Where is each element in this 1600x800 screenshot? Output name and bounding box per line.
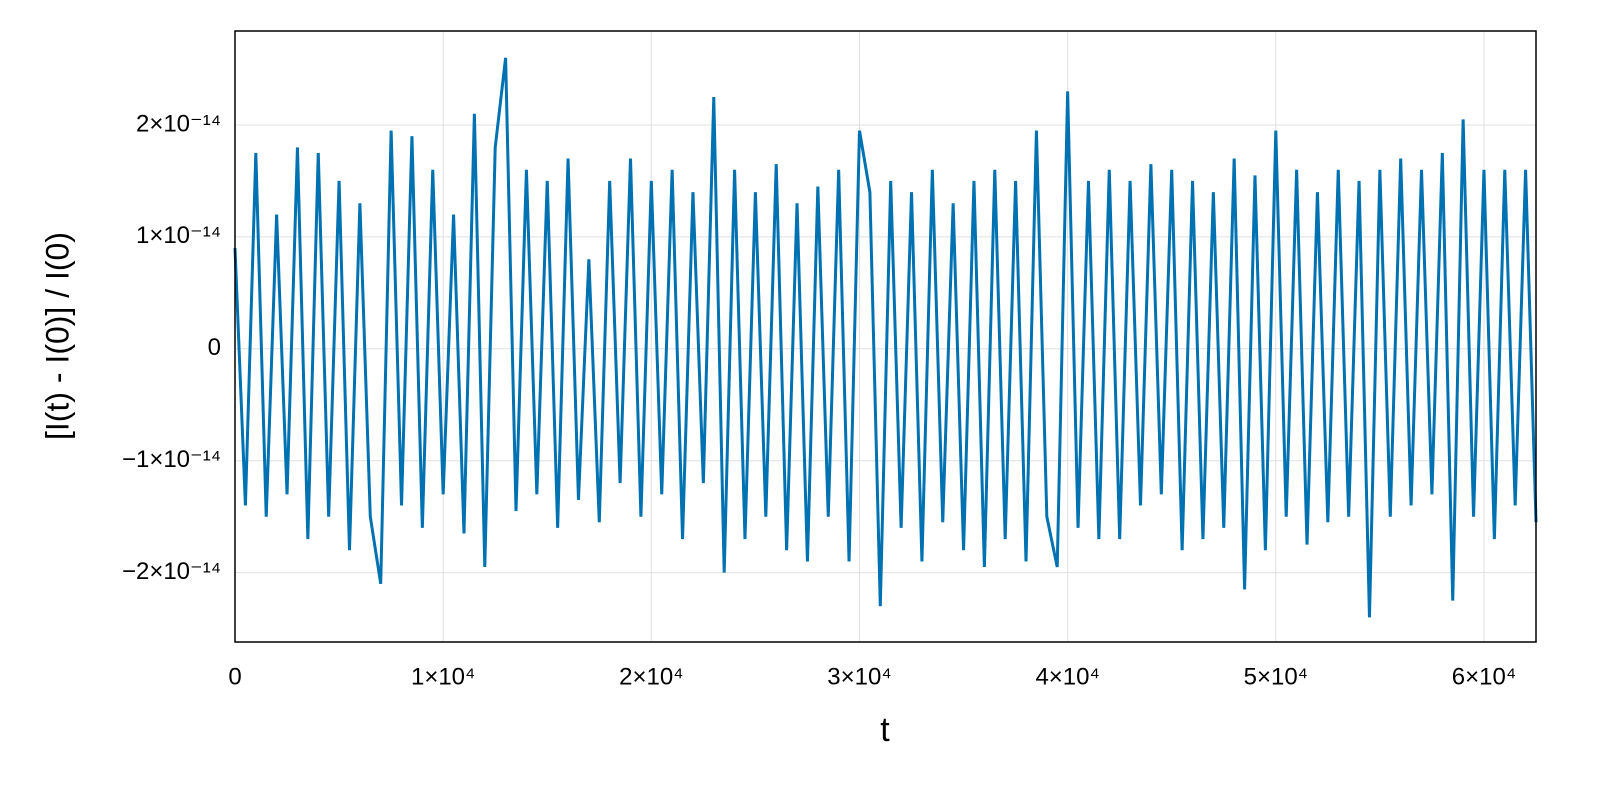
data-line — [233, 57, 1538, 618]
x-tick-label: 1×10⁴ — [411, 663, 475, 690]
y-axis-title: [I(t) - I(0)] / I(0) — [39, 232, 75, 440]
y-tick-label: 1×10⁻¹⁴ — [136, 222, 221, 249]
x-tick-label: 2×10⁴ — [619, 663, 683, 690]
y-tick-label: 2×10⁻¹⁴ — [136, 110, 221, 137]
plot-frame — [234, 30, 1537, 643]
x-tick-label: 0 — [228, 663, 241, 690]
x-tick-label: 3×10⁴ — [827, 663, 891, 690]
x-tick-label: 6×10⁴ — [1452, 663, 1516, 690]
y-tick-label: −2×10⁻¹⁴ — [122, 558, 221, 585]
x-tick-label: 5×10⁴ — [1244, 663, 1308, 690]
x-tick-label: 4×10⁴ — [1035, 663, 1099, 690]
y-tick-label: −1×10⁻¹⁴ — [122, 446, 221, 473]
y-tick-label: 0 — [208, 334, 221, 361]
x-axis-title: t — [880, 711, 890, 749]
